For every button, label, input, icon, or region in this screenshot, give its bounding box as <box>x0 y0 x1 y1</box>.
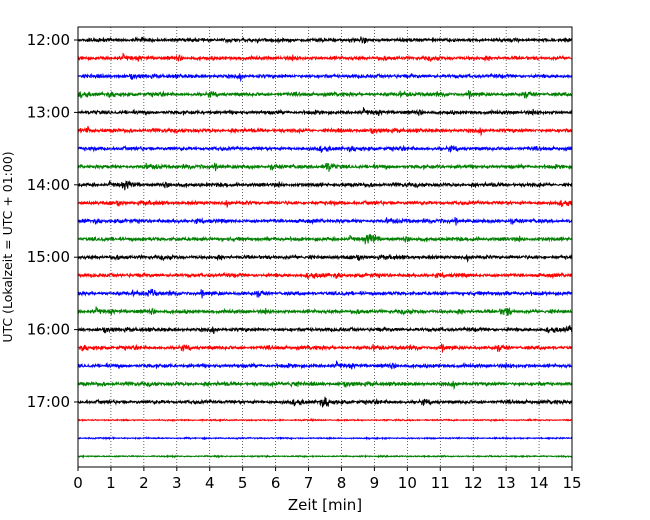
trace-1615 <box>77 343 573 353</box>
plot-border <box>77 26 573 468</box>
x-tick-label: 15 <box>562 474 581 492</box>
trace-1400 <box>77 180 573 191</box>
y-tick-label: 15:00 <box>27 248 70 266</box>
trace-1515 <box>77 271 573 280</box>
trace-1330 <box>77 144 573 153</box>
trace-1630 <box>77 360 573 370</box>
trace-1500 <box>77 253 573 263</box>
traces <box>77 36 573 459</box>
trace-1700 <box>77 396 573 409</box>
trace-1745 <box>77 453 573 459</box>
trace-1645 <box>77 380 573 391</box>
trace-1430 <box>77 216 573 226</box>
trace-1545 <box>77 306 573 316</box>
trace-1215 <box>77 52 573 63</box>
x-tick-label: 3 <box>172 474 182 492</box>
plot-area <box>77 26 573 468</box>
trace-1445 <box>77 234 573 245</box>
x-tick-label: 8 <box>337 474 347 492</box>
x-tick-label: 13 <box>497 474 516 492</box>
trace-1530 <box>77 288 573 299</box>
trace-1245 <box>77 89 573 100</box>
x-tick-label: 2 <box>139 474 149 492</box>
x-tick-label: 10 <box>398 474 417 492</box>
y-tick-label: 12:00 <box>27 31 70 49</box>
x-tick-label: 6 <box>271 474 281 492</box>
x-tick-label: 5 <box>238 474 248 492</box>
trace-1315 <box>77 125 573 137</box>
y-tick-label: 17:00 <box>27 393 70 411</box>
trace-1200 <box>77 36 573 44</box>
trace-1415 <box>77 199 573 209</box>
y-tick-label: 13:00 <box>27 103 70 121</box>
x-tick-label: 0 <box>73 474 83 492</box>
x-tick-label: 11 <box>431 474 450 492</box>
x-tick-label: 1 <box>106 474 116 492</box>
trace-1230 <box>77 72 573 83</box>
x-tick-label: 12 <box>464 474 483 492</box>
trace-1300 <box>77 107 573 117</box>
x-tick-label: 7 <box>304 474 314 492</box>
y-axis: 12:00 13:00 14:00 15:00 16:00 17:00 <box>27 31 78 411</box>
y-tick-label: 14:00 <box>27 176 70 194</box>
x-axis-label: Zeit [min] <box>288 496 362 514</box>
grid-lines <box>110 27 540 467</box>
x-tick-label: 9 <box>370 474 380 492</box>
trace-1730 <box>77 435 573 441</box>
trace-1715 <box>77 417 573 423</box>
y-tick-label: 16:00 <box>27 321 70 339</box>
trace-1600 <box>77 325 573 335</box>
plot-frame <box>78 27 572 467</box>
x-tick-label: 4 <box>205 474 215 492</box>
x-axis: 0 1 2 3 4 5 6 7 8 9 10 11 12 13 14 15 <box>73 467 582 492</box>
trace-1345 <box>77 162 573 172</box>
y-axis-label: UTC (Lokalzeit = UTC + 01:00) <box>0 151 15 342</box>
x-tick-label: 14 <box>530 474 549 492</box>
